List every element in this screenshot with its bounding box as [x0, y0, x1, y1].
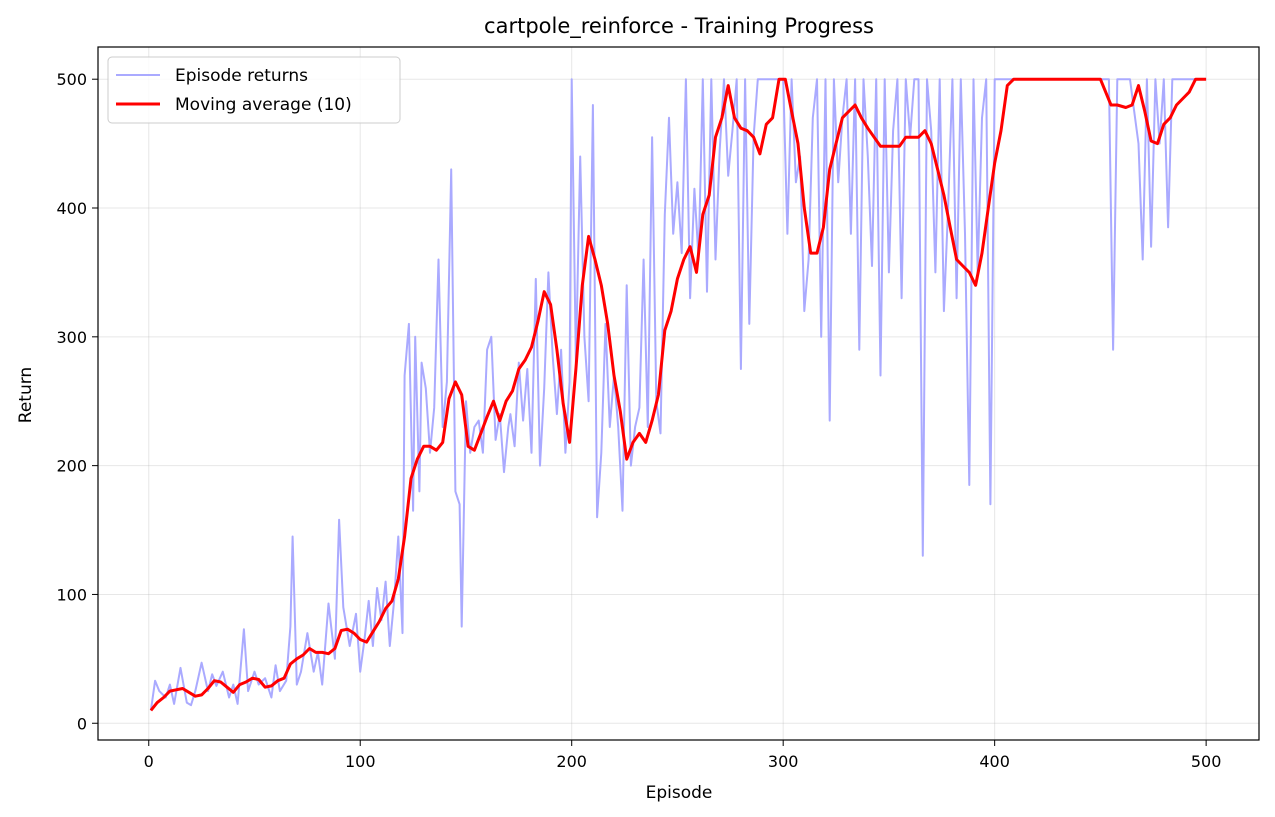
x-axis-label: Episode — [646, 783, 713, 803]
y-tick-label: 300 — [56, 328, 87, 347]
axis-ticks: 0 100 200 300 400 500 0 100 200 300 400 500 — [56, 70, 1221, 771]
y-tick-label: 200 — [56, 457, 87, 476]
series-layer — [149, 77, 1207, 712]
x-tick-label: 400 — [979, 752, 1010, 771]
moving-average-line — [149, 77, 1207, 712]
legend-label: Moving average (10) — [175, 95, 352, 115]
x-tick-label: 100 — [345, 752, 376, 771]
legend-label: Episode returns — [175, 66, 308, 86]
x-tick-label: 300 — [768, 752, 799, 771]
legend-box — [107, 56, 401, 124]
x-tick-label: 200 — [556, 752, 587, 771]
episode-returns-line — [149, 78, 1207, 711]
plot-frame — [97, 46, 1260, 741]
y-axis-label: Return — [16, 367, 36, 423]
y-tick-label: 0 — [77, 714, 87, 733]
legend: Episode returns Moving average (10) — [107, 56, 401, 124]
x-tick-label: 0 — [144, 752, 154, 771]
chart-title: cartpole_reinforce - Training Progress — [484, 14, 874, 39]
y-tick-label: 100 — [56, 585, 87, 604]
y-tick-label: 500 — [56, 70, 87, 89]
y-tick-label: 400 — [56, 199, 87, 218]
x-tick-label: 500 — [1191, 752, 1222, 771]
